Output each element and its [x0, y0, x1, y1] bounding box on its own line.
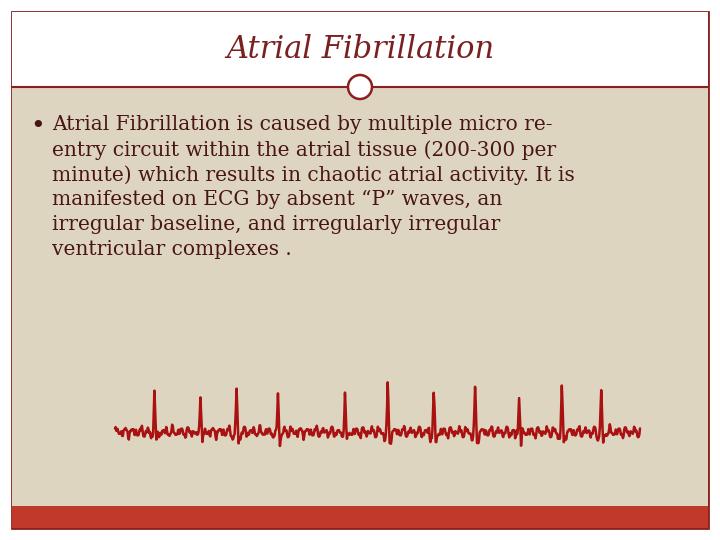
Text: •: • — [30, 115, 45, 138]
Text: entry circuit within the atrial tissue (200-300 per: entry circuit within the atrial tissue (… — [52, 140, 556, 160]
FancyBboxPatch shape — [12, 87, 708, 506]
FancyBboxPatch shape — [12, 506, 708, 528]
Text: Atrial Fibrillation: Atrial Fibrillation — [226, 34, 494, 65]
FancyBboxPatch shape — [12, 12, 708, 528]
Text: ventricular complexes .: ventricular complexes . — [52, 240, 292, 259]
FancyBboxPatch shape — [12, 12, 708, 87]
Text: manifested on ECG by absent “P” waves, an: manifested on ECG by absent “P” waves, a… — [52, 190, 503, 209]
Circle shape — [348, 75, 372, 99]
Text: minute) which results in chaotic atrial activity. It is: minute) which results in chaotic atrial … — [52, 165, 575, 185]
Text: irregular baseline, and irregularly irregular: irregular baseline, and irregularly irre… — [52, 215, 500, 234]
Text: Atrial Fibrillation is caused by multiple micro re-: Atrial Fibrillation is caused by multipl… — [52, 115, 552, 134]
